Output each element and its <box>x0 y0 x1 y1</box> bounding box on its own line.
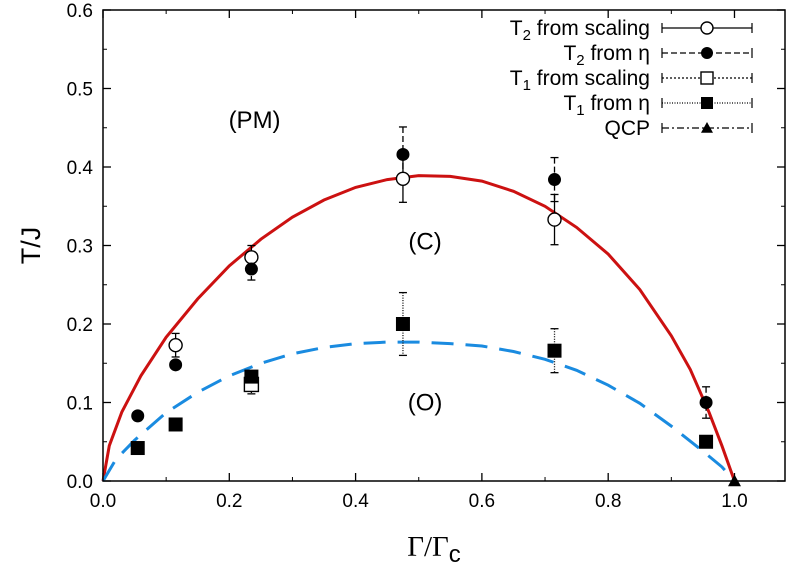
legend-label-main: T <box>563 92 576 115</box>
legend-label-t2_eta: T2 from η <box>563 42 650 69</box>
legend-label-t2_scaling: T2 from scaling <box>510 17 650 44</box>
region-label-pm: (PM) <box>229 107 281 134</box>
t1_eta-point <box>130 441 145 456</box>
y-tick-label: 0.1 <box>67 394 93 415</box>
legend-label-main: QCP <box>604 117 650 140</box>
t2_scaling-point <box>547 212 562 227</box>
t1-fit-curve <box>101 340 736 482</box>
legend-label-rest: from scaling <box>531 67 650 90</box>
t1_eta-point <box>547 343 562 358</box>
region-label-c: (C) <box>408 228 441 255</box>
plot-frame <box>102 9 786 482</box>
y-tick-label: 0.6 <box>67 1 93 22</box>
x-tick-label: 0.8 <box>595 491 621 512</box>
legend-label-main: T <box>510 17 523 40</box>
legend-marker-t1_eta <box>701 97 713 109</box>
x-tick-label: 0.2 <box>216 491 242 512</box>
legend-label-t1_scaling: T1 from scaling <box>510 67 650 94</box>
t2_scaling-point <box>168 337 183 353</box>
x-axis-label-subscript: c <box>449 541 461 568</box>
t2_eta-point <box>169 358 183 372</box>
legend-label-main: T <box>563 42 576 65</box>
t1_eta-point <box>168 417 183 432</box>
y-axis-label: T/J <box>16 227 46 265</box>
x-tick-label: 0.4 <box>342 491 369 512</box>
t2_eta-point <box>548 173 562 187</box>
t2_scaling-point <box>244 250 259 265</box>
t2_eta-point <box>131 409 145 423</box>
t1_eta-point <box>699 434 714 449</box>
x-tick-label: 0.6 <box>469 491 495 512</box>
t2_scaling-point <box>395 171 411 186</box>
x-axis-label-main: Γ/Γ <box>407 531 449 563</box>
legend-label-main: T <box>510 67 523 90</box>
legend-label-rest: from η <box>585 92 650 115</box>
x-axis-label: Γ/Γc <box>407 531 461 568</box>
legend-label-rest: from η <box>585 42 650 65</box>
x-tick-label: 0.0 <box>90 491 116 512</box>
legend-marker-t1_scaling <box>700 71 714 85</box>
legend-marker-t2_scaling <box>700 21 714 35</box>
y-tick-label: 0.5 <box>67 80 93 101</box>
t1_eta-point <box>395 317 410 331</box>
legend-label-t1_eta: T1 from η <box>563 92 650 119</box>
t2-fit-curve <box>101 174 736 482</box>
text-labels: 0.0 0.2 0.4 0.6 0.8 1.0 0.0 0.1 0.2 0.3 0.4 0.5 0.6 T… <box>16 1 748 568</box>
y-tick-label: 0.2 <box>67 315 93 336</box>
t2_eta-point <box>699 396 713 409</box>
legend-label-subscript: 1 <box>523 77 531 94</box>
y-tick-label: 0.3 <box>67 237 93 258</box>
legend-label-qcp: QCP <box>604 117 650 140</box>
legend-marker-t2_eta <box>701 47 713 59</box>
tick-marks <box>102 9 785 482</box>
fit-curves <box>101 174 736 482</box>
legend-label-rest: from scaling <box>531 17 650 40</box>
y-tick-label: 0.4 <box>67 158 94 179</box>
legend-label-subscript: 2 <box>576 52 584 69</box>
t2_eta-point <box>396 147 410 161</box>
region-label-o: (O) <box>408 389 443 416</box>
x-tick-label: 1.0 <box>721 491 747 512</box>
legend-label-subscript: 1 <box>576 102 584 119</box>
legend-marker-qcp <box>701 122 713 133</box>
legend-label-subscript: 2 <box>523 27 531 44</box>
t1_eta-point <box>244 369 259 384</box>
t2_eta-point <box>244 262 258 276</box>
data-markers <box>130 147 741 487</box>
y-tick-label: 0.0 <box>67 472 93 493</box>
